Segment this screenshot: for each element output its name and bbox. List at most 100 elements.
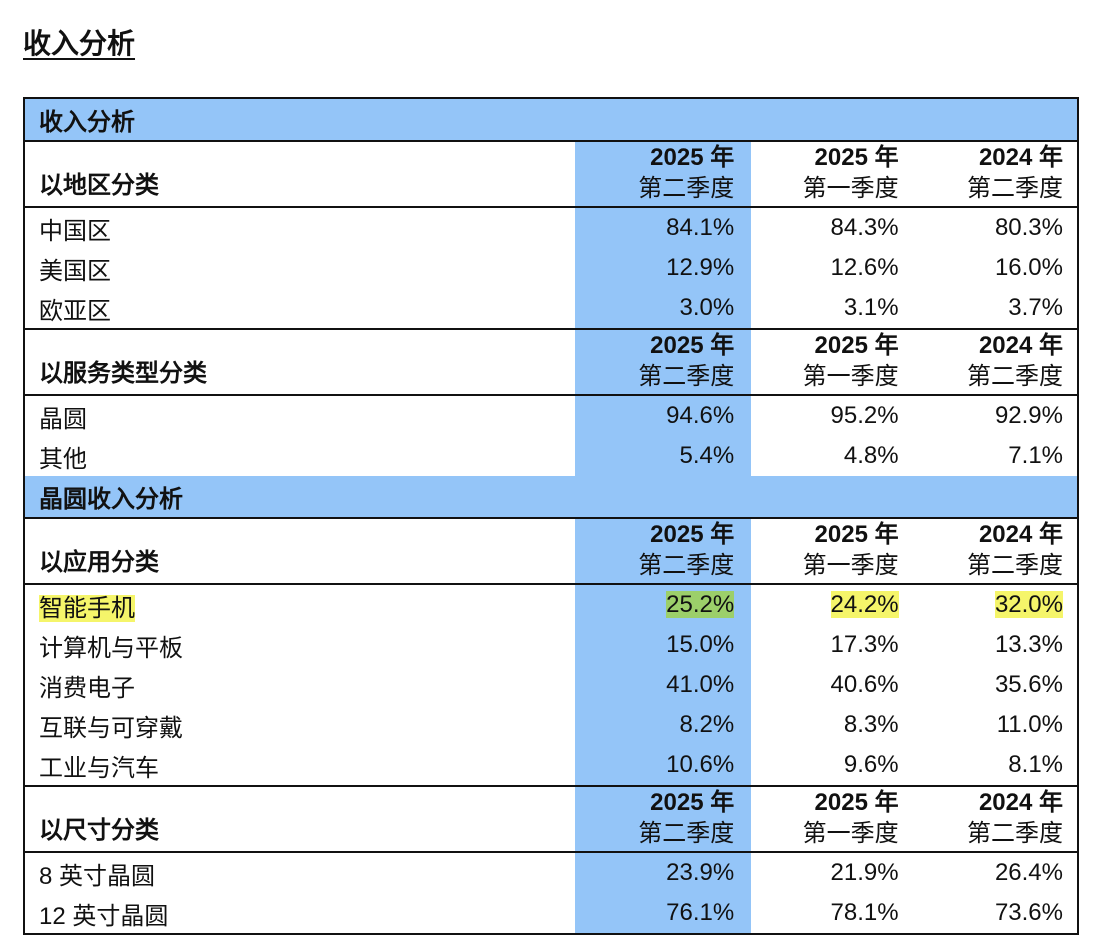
value-cell: 4.8% (748, 442, 912, 470)
value: 92.9% (994, 402, 1063, 429)
row-label-cell: 其他 (25, 439, 573, 474)
row-label-cell: 欧亚区 (25, 291, 573, 326)
current-quarter-column-band (575, 516, 751, 933)
row-label-cell: 晶圆 (25, 399, 573, 434)
row-label: 工业与汽车 (39, 754, 159, 782)
value-cell: 40.6% (748, 671, 912, 699)
table-row: 计算机与平板 15.0% 17.3% 13.3% (25, 625, 1077, 665)
value-cell: 7.1% (913, 442, 1077, 470)
row-label-cell: 互联与可穿戴 (25, 708, 573, 743)
value: 12.6% (830, 254, 899, 281)
value: 25.2% (666, 591, 735, 618)
current-quarter-column-band (575, 139, 751, 476)
value: 9.6% (843, 751, 899, 778)
table-row: 智能手机 25.2% 24.2% 32.0% (25, 585, 1077, 625)
column-header: 2025 年第二季度 (573, 519, 748, 583)
group-label: 以应用分类 (39, 549, 159, 576)
column-quarter: 第一季度 (802, 820, 899, 847)
column-quarter: 第二季度 (638, 552, 735, 579)
value: 94.6% (666, 402, 735, 429)
value: 8.3% (843, 711, 899, 738)
value-cell: 16.0% (913, 254, 1077, 282)
column-year: 2025 年 (814, 789, 899, 816)
value-cell: 3.1% (748, 294, 912, 322)
value: 3.1% (843, 294, 899, 321)
column-header: 2025 年第一季度 (748, 142, 912, 206)
column-quarter: 第一季度 (802, 552, 899, 579)
column-quarter: 第二季度 (967, 820, 1063, 847)
value: 13.3% (994, 631, 1063, 658)
row-label-cell: 12 英寸晶圆 (25, 896, 573, 931)
row-label-cell: 美国区 (25, 251, 573, 286)
value: 7.1% (1008, 442, 1063, 469)
group-header-row: 以应用分类 2025 年第二季度 2025 年第一季度 2024 年第二季度 (25, 519, 1077, 585)
value: 17.3% (830, 631, 899, 658)
value-cell: 15.0% (573, 631, 748, 659)
table-row: 12 英寸晶圆 76.1% 78.1% 73.6% (25, 893, 1077, 933)
column-year: 2024 年 (978, 332, 1063, 359)
table-section: 收入分析 以地区分类 2025 年第二季度 2025 年第一季度 2024 年第二季度中… (25, 99, 1077, 476)
value: 84.1% (666, 214, 735, 241)
value-cell: 41.0% (573, 671, 748, 699)
column-year: 2025 年 (650, 144, 735, 171)
table-row: 消费电子 41.0% 40.6% 35.6% (25, 665, 1077, 705)
value-cell: 8.3% (748, 711, 912, 739)
column-year: 2025 年 (650, 521, 735, 548)
value-cell: 11.0% (913, 711, 1077, 739)
column-year: 2024 年 (978, 521, 1063, 548)
column-year: 2025 年 (650, 789, 735, 816)
value-cell: 94.6% (573, 402, 748, 430)
value-cell: 8.2% (573, 711, 748, 739)
value-cell: 84.1% (573, 214, 748, 242)
value-cell: 84.3% (748, 214, 912, 242)
column-year: 2025 年 (650, 332, 735, 359)
column-quarter: 第二季度 (967, 363, 1063, 390)
value-cell: 80.3% (913, 214, 1077, 242)
row-label: 欧亚区 (39, 297, 111, 325)
value: 10.6% (666, 751, 735, 778)
row-label-cell: 中国区 (25, 211, 573, 246)
value-cell: 26.4% (913, 859, 1077, 887)
page-title: 收入分析 (23, 28, 136, 59)
section-header: 晶圆收入分析 (25, 476, 1077, 519)
row-label: 晶圆 (39, 405, 87, 433)
column-header: 2025 年第一季度 (748, 787, 912, 851)
value-cell: 5.4% (573, 442, 748, 470)
table-row: 互联与可穿戴 8.2% 8.3% 11.0% (25, 705, 1077, 745)
value-cell: 12.6% (748, 254, 912, 282)
value-cell: 10.6% (573, 751, 748, 779)
value-cell: 25.2% (573, 591, 748, 619)
column-header: 2024 年第二季度 (913, 142, 1077, 206)
row-label: 计算机与平板 (39, 634, 183, 662)
value-cell: 13.3% (913, 631, 1077, 659)
value-cell: 17.3% (748, 631, 912, 659)
group-label: 以地区分类 (39, 172, 159, 199)
row-label: 中国区 (39, 217, 111, 245)
value: 78.1% (830, 899, 899, 926)
value: 4.8% (843, 442, 899, 469)
group-header-row: 以地区分类 2025 年第二季度 2025 年第一季度 2024 年第二季度 (25, 142, 1077, 208)
value-cell: 3.0% (573, 294, 748, 322)
value: 16.0% (994, 254, 1063, 281)
value: 8.2% (679, 711, 735, 738)
table-row: 晶圆 94.6% 95.2% 92.9% (25, 396, 1077, 436)
group-header-row: 以尺寸分类 2025 年第二季度 2025 年第一季度 2024 年第二季度 (25, 785, 1077, 853)
value: 84.3% (830, 214, 899, 241)
row-label-cell: 智能手机 (25, 588, 573, 623)
value: 8.1% (1008, 751, 1063, 778)
column-quarter: 第二季度 (638, 175, 735, 202)
value: 80.3% (994, 214, 1063, 241)
row-label-cell: 消费电子 (25, 668, 573, 703)
table-row: 其他 5.4% 4.8% 7.1% (25, 436, 1077, 476)
row-label: 其他 (39, 445, 87, 473)
value-cell: 21.9% (748, 859, 912, 887)
value-cell: 8.1% (913, 751, 1077, 779)
row-label: 互联与可穿戴 (39, 714, 183, 742)
column-quarter: 第二季度 (638, 820, 735, 847)
column-header: 2024 年第二季度 (913, 519, 1077, 583)
value: 23.9% (666, 859, 735, 886)
group-label: 以服务类型分类 (39, 360, 207, 387)
table-row: 美国区 12.9% 12.6% 16.0% (25, 248, 1077, 288)
table-row: 欧亚区 3.0% 3.1% 3.7% (25, 288, 1077, 328)
value: 15.0% (666, 631, 735, 658)
